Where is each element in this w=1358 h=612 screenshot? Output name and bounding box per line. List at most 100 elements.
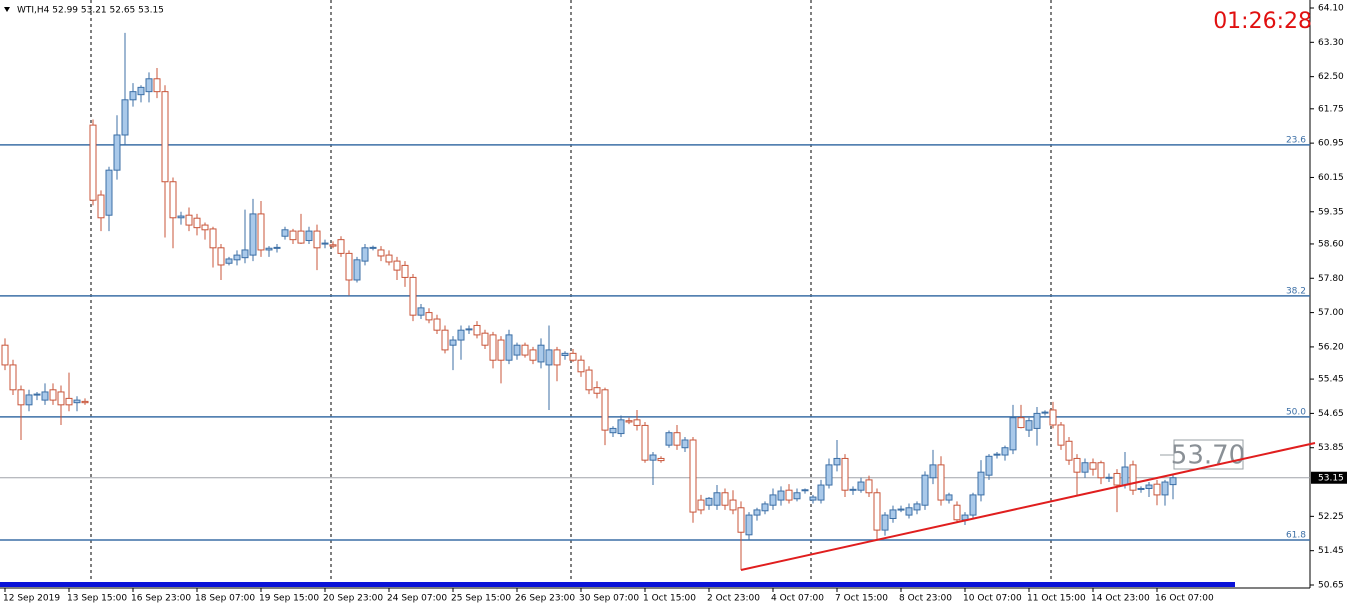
candle-body	[241, 249, 249, 259]
candle-body	[809, 496, 817, 501]
candle-body	[57, 391, 65, 406]
candle-body	[377, 249, 385, 257]
candle-body	[1017, 417, 1025, 429]
y-tick-label: 62.50	[1318, 72, 1344, 82]
candle-body	[409, 276, 417, 316]
candle-body	[721, 492, 729, 506]
y-tick-label: 64.10	[1318, 4, 1344, 14]
candle-body	[665, 432, 673, 446]
x-tick-label: 4 Oct 07:00	[771, 594, 824, 604]
candle-body	[329, 244, 337, 247]
price-label-box	[1173, 439, 1244, 470]
x-tick-label: 20 Sep 23:00	[323, 594, 383, 604]
candle-body	[105, 169, 113, 216]
candle-body	[1025, 420, 1033, 431]
y-tick-label: 50.65	[1318, 581, 1344, 591]
candle-body	[1121, 466, 1129, 486]
candle-body	[881, 514, 889, 531]
candle-body	[73, 399, 81, 404]
candle-body	[321, 242, 329, 245]
candle-body	[505, 334, 513, 361]
candle-body	[753, 509, 761, 516]
candle-body	[473, 324, 481, 336]
candle-body	[729, 499, 737, 511]
y-tick-label: 57.80	[1318, 274, 1344, 284]
candle-body	[577, 359, 585, 373]
candle-body	[681, 439, 689, 449]
candle-body	[417, 307, 425, 316]
candle-body	[353, 259, 361, 281]
candle-body	[913, 503, 921, 511]
candle-body	[569, 352, 577, 361]
candle-body	[65, 397, 73, 406]
candle-body	[993, 453, 1001, 456]
x-tick-label: 2 Oct 23:00	[707, 594, 760, 604]
candle-body	[1137, 487, 1145, 490]
candle-body	[825, 464, 833, 486]
candle-body	[393, 260, 401, 271]
candle-body	[225, 258, 233, 264]
candle-body	[1057, 424, 1065, 446]
candle-body	[457, 329, 465, 341]
x-tick-label: 13 Sep 15:00	[67, 594, 127, 604]
x-tick-label: 11 Oct 15:00	[1027, 594, 1086, 604]
candle-body	[745, 514, 753, 536]
candle-body	[833, 457, 841, 466]
candle-body	[945, 494, 953, 501]
x-tick-label: 7 Oct 15:00	[835, 594, 888, 604]
candle-body	[385, 254, 393, 263]
candle-body	[249, 213, 257, 256]
x-tick-label: 1 Oct 15:00	[643, 594, 696, 604]
candle-body	[41, 391, 49, 401]
candle-body	[89, 124, 97, 201]
candle-body	[1081, 462, 1089, 473]
candle-body	[1161, 481, 1169, 496]
y-tick-label: 53.85	[1318, 443, 1344, 453]
level-label: 61.8	[1286, 530, 1306, 540]
candle-body	[145, 78, 153, 93]
candle-body	[9, 364, 17, 391]
candle-body	[585, 369, 593, 391]
candle-body	[761, 503, 769, 512]
y-tick-label: 60.15	[1318, 173, 1344, 183]
candle-body	[1033, 412, 1041, 429]
candle-body	[929, 464, 937, 479]
candle-body	[1129, 464, 1137, 491]
x-tick-label: 10 Oct 07:00	[963, 594, 1022, 604]
candle-body	[633, 419, 641, 426]
candle-body	[641, 424, 649, 461]
candle-body	[209, 228, 217, 249]
candle-body	[369, 246, 377, 249]
candle-body	[1153, 483, 1161, 496]
candle-body	[521, 344, 529, 356]
level-label: 50.0	[1286, 407, 1306, 417]
x-tick-label: 30 Sep 07:00	[579, 594, 639, 604]
candle-body	[441, 329, 449, 351]
y-tick-label: 55.45	[1318, 375, 1344, 385]
candle-body	[609, 427, 617, 434]
candle-body	[81, 400, 89, 404]
candle-body	[1097, 462, 1105, 479]
candle-body	[401, 264, 409, 278]
candle-body	[17, 389, 25, 406]
candle-body	[793, 492, 801, 500]
candle-body	[737, 507, 745, 533]
candle-body	[625, 420, 633, 423]
y-tick-label: 58.60	[1318, 239, 1344, 249]
candle-body	[529, 349, 537, 361]
candle-body	[49, 389, 57, 401]
candle-body	[201, 224, 209, 231]
y-tick-label: 54.65	[1318, 409, 1344, 419]
candle-body	[449, 339, 457, 346]
candle-body	[673, 432, 681, 446]
candle-body	[361, 247, 369, 262]
y-tick-label: 61.75	[1318, 104, 1344, 114]
candle-body	[137, 86, 145, 96]
candle-body	[177, 215, 185, 219]
candle-body	[497, 339, 505, 361]
candle-body	[273, 246, 281, 249]
x-tick-label: 19 Sep 15:00	[259, 594, 319, 604]
